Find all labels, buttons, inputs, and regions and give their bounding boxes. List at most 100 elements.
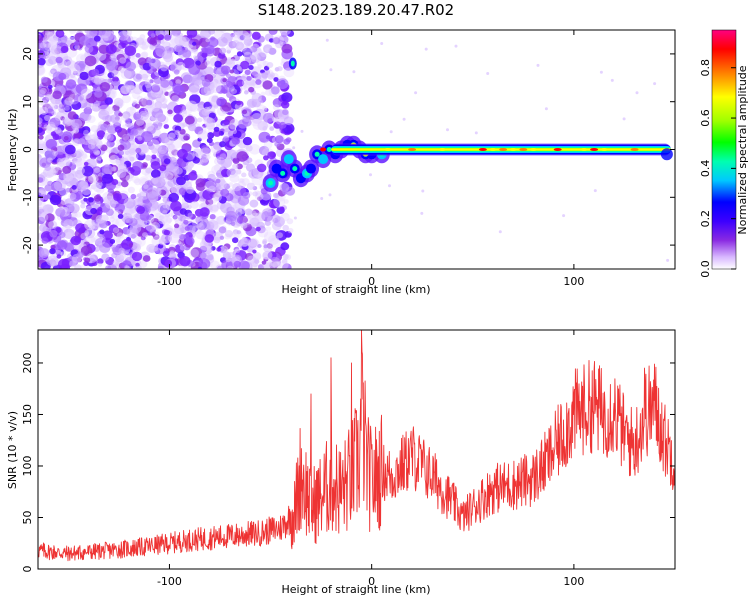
heat-speck xyxy=(144,180,154,189)
heat-speck xyxy=(145,223,156,232)
heat-speck xyxy=(264,231,276,243)
x-tick-label: 100 xyxy=(563,275,584,288)
heat-speck xyxy=(97,262,103,267)
heat-speck xyxy=(225,210,238,222)
heat-speck xyxy=(169,250,175,255)
colorbar-tick-label: 0.6 xyxy=(699,109,712,127)
heat-speck xyxy=(113,97,124,107)
snr-y-label: SNR (10 * v/v) xyxy=(6,411,19,489)
heat-speck xyxy=(63,90,76,102)
heat-speck xyxy=(162,204,168,209)
heat-speck xyxy=(38,34,44,43)
heat-speck xyxy=(79,71,89,81)
heat-speck xyxy=(273,216,285,227)
heat-speck xyxy=(49,194,62,206)
heat-speck xyxy=(160,79,170,88)
heat-speck xyxy=(66,60,76,69)
heat-speck xyxy=(50,244,56,250)
heat-speck xyxy=(150,245,155,250)
heat-speck xyxy=(205,198,214,206)
heat-speck xyxy=(102,35,109,42)
heat-speck xyxy=(218,226,227,234)
heat-speck xyxy=(52,170,58,176)
heat-speck xyxy=(251,113,263,124)
heat-speck xyxy=(278,121,287,129)
heat-speck xyxy=(214,187,220,193)
heat-speck xyxy=(421,189,425,193)
heat-speck xyxy=(38,117,43,124)
heat-speck xyxy=(72,157,78,163)
heat-speck xyxy=(218,52,226,59)
heat-speck xyxy=(178,36,191,47)
heat-speck xyxy=(41,248,49,256)
heat-speck xyxy=(135,147,142,154)
heat-speck xyxy=(241,178,250,186)
heat-speck xyxy=(124,150,130,155)
heat-speck xyxy=(80,232,89,240)
heat-speck xyxy=(226,91,234,99)
heat-speck xyxy=(162,210,168,215)
heat-speck xyxy=(39,42,47,49)
heat-speck xyxy=(207,220,219,231)
heat-speck xyxy=(171,185,182,195)
heat-speck xyxy=(275,230,288,241)
heat-speck xyxy=(544,107,548,111)
heat-speck xyxy=(68,192,77,201)
heat-speck xyxy=(84,55,97,67)
heat-speck xyxy=(116,169,127,178)
heat-speck xyxy=(44,165,51,171)
heat-speck xyxy=(99,229,105,235)
ridge-hotspot xyxy=(383,148,392,151)
heat-speck xyxy=(265,226,272,232)
heat-speck xyxy=(187,212,194,218)
heat-speck xyxy=(249,199,259,208)
heat-speck xyxy=(76,251,84,259)
heat-speck xyxy=(161,216,172,226)
heat-speck xyxy=(276,78,289,90)
heat-speck xyxy=(46,255,59,267)
heat-speck xyxy=(182,49,192,58)
heat-speck xyxy=(153,176,166,188)
heat-speck xyxy=(205,121,215,130)
heat-speck xyxy=(105,106,115,115)
heat-speck xyxy=(232,163,239,170)
ridge-hotspot xyxy=(553,148,562,151)
heat-speck xyxy=(162,250,170,257)
heat-speck xyxy=(237,41,248,52)
heat-speck xyxy=(58,103,65,109)
heat-speck xyxy=(73,41,80,47)
heat-speck xyxy=(91,103,101,112)
ridge-core xyxy=(268,180,274,186)
heat-speck xyxy=(102,173,113,184)
heat-speck xyxy=(175,58,184,66)
heat-speck xyxy=(254,73,262,81)
heat-speck xyxy=(78,138,86,145)
heat-speck xyxy=(251,92,262,103)
heat-speck xyxy=(64,97,75,106)
heat-speck xyxy=(193,55,198,60)
heat-speck xyxy=(105,265,112,269)
heat-speck xyxy=(226,81,234,88)
heat-speck xyxy=(147,141,154,147)
heat-speck xyxy=(262,106,268,111)
ridge-hotspot xyxy=(438,148,447,151)
heat-speck xyxy=(236,230,241,235)
heat-speck xyxy=(227,187,233,192)
heat-speck xyxy=(99,220,108,229)
heat-speck xyxy=(213,163,225,173)
heat-speck xyxy=(474,131,478,135)
heat-speck xyxy=(96,130,106,138)
heat-speck xyxy=(196,117,203,123)
ridge-hotspot xyxy=(509,148,518,151)
heat-speck xyxy=(71,211,78,218)
heat-speck xyxy=(236,163,243,170)
heat-speck xyxy=(93,194,102,202)
heat-speck xyxy=(238,178,244,184)
heat-speck xyxy=(246,75,252,81)
y-tick-label: 0 xyxy=(21,566,34,573)
heat-speck xyxy=(144,81,152,89)
heat-speck xyxy=(325,38,329,42)
heat-speck xyxy=(85,103,92,109)
heat-speck xyxy=(73,132,81,139)
heat-speck xyxy=(243,36,251,43)
